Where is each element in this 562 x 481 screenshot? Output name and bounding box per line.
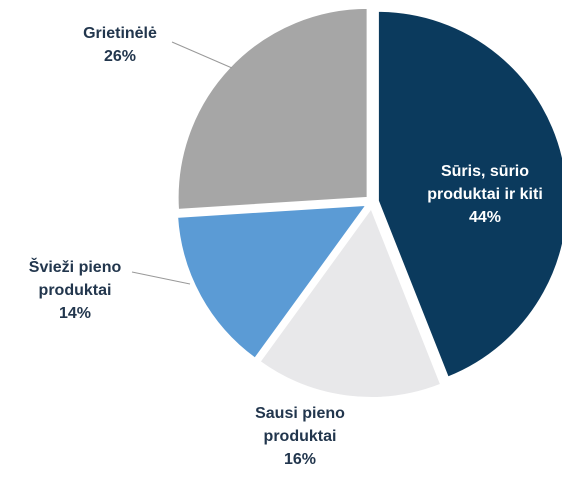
slice-label: Grietinėlė: [83, 25, 157, 42]
label-line: Grietinėlė: [83, 25, 157, 42]
slice-label: Sūris, sūrio produktai ir kiti: [427, 163, 543, 203]
label-line: Sausi pieno: [255, 405, 345, 422]
leader-line: [171, 41, 233, 69]
slice-label: Švieži pieno produktai: [29, 257, 122, 299]
label-line: produktai ir kiti: [427, 186, 543, 203]
label-line: produktai: [264, 428, 337, 445]
pie-slice: [176, 203, 369, 361]
label-line: produktai: [39, 282, 112, 299]
pie-slice: [376, 9, 562, 379]
pie-slice: [258, 205, 443, 399]
leader-line: [131, 271, 191, 285]
label-line: Švieži pieno: [29, 257, 122, 276]
pie-slice: [176, 6, 369, 211]
slice-value: 44%: [469, 209, 501, 226]
slice-value: 16%: [284, 451, 316, 468]
slice-value: 14%: [59, 305, 91, 322]
label-line: Sūris, sūrio: [441, 163, 529, 180]
slice-label: Sausi pieno produktai: [255, 405, 345, 445]
slice-value: 26%: [104, 48, 136, 65]
